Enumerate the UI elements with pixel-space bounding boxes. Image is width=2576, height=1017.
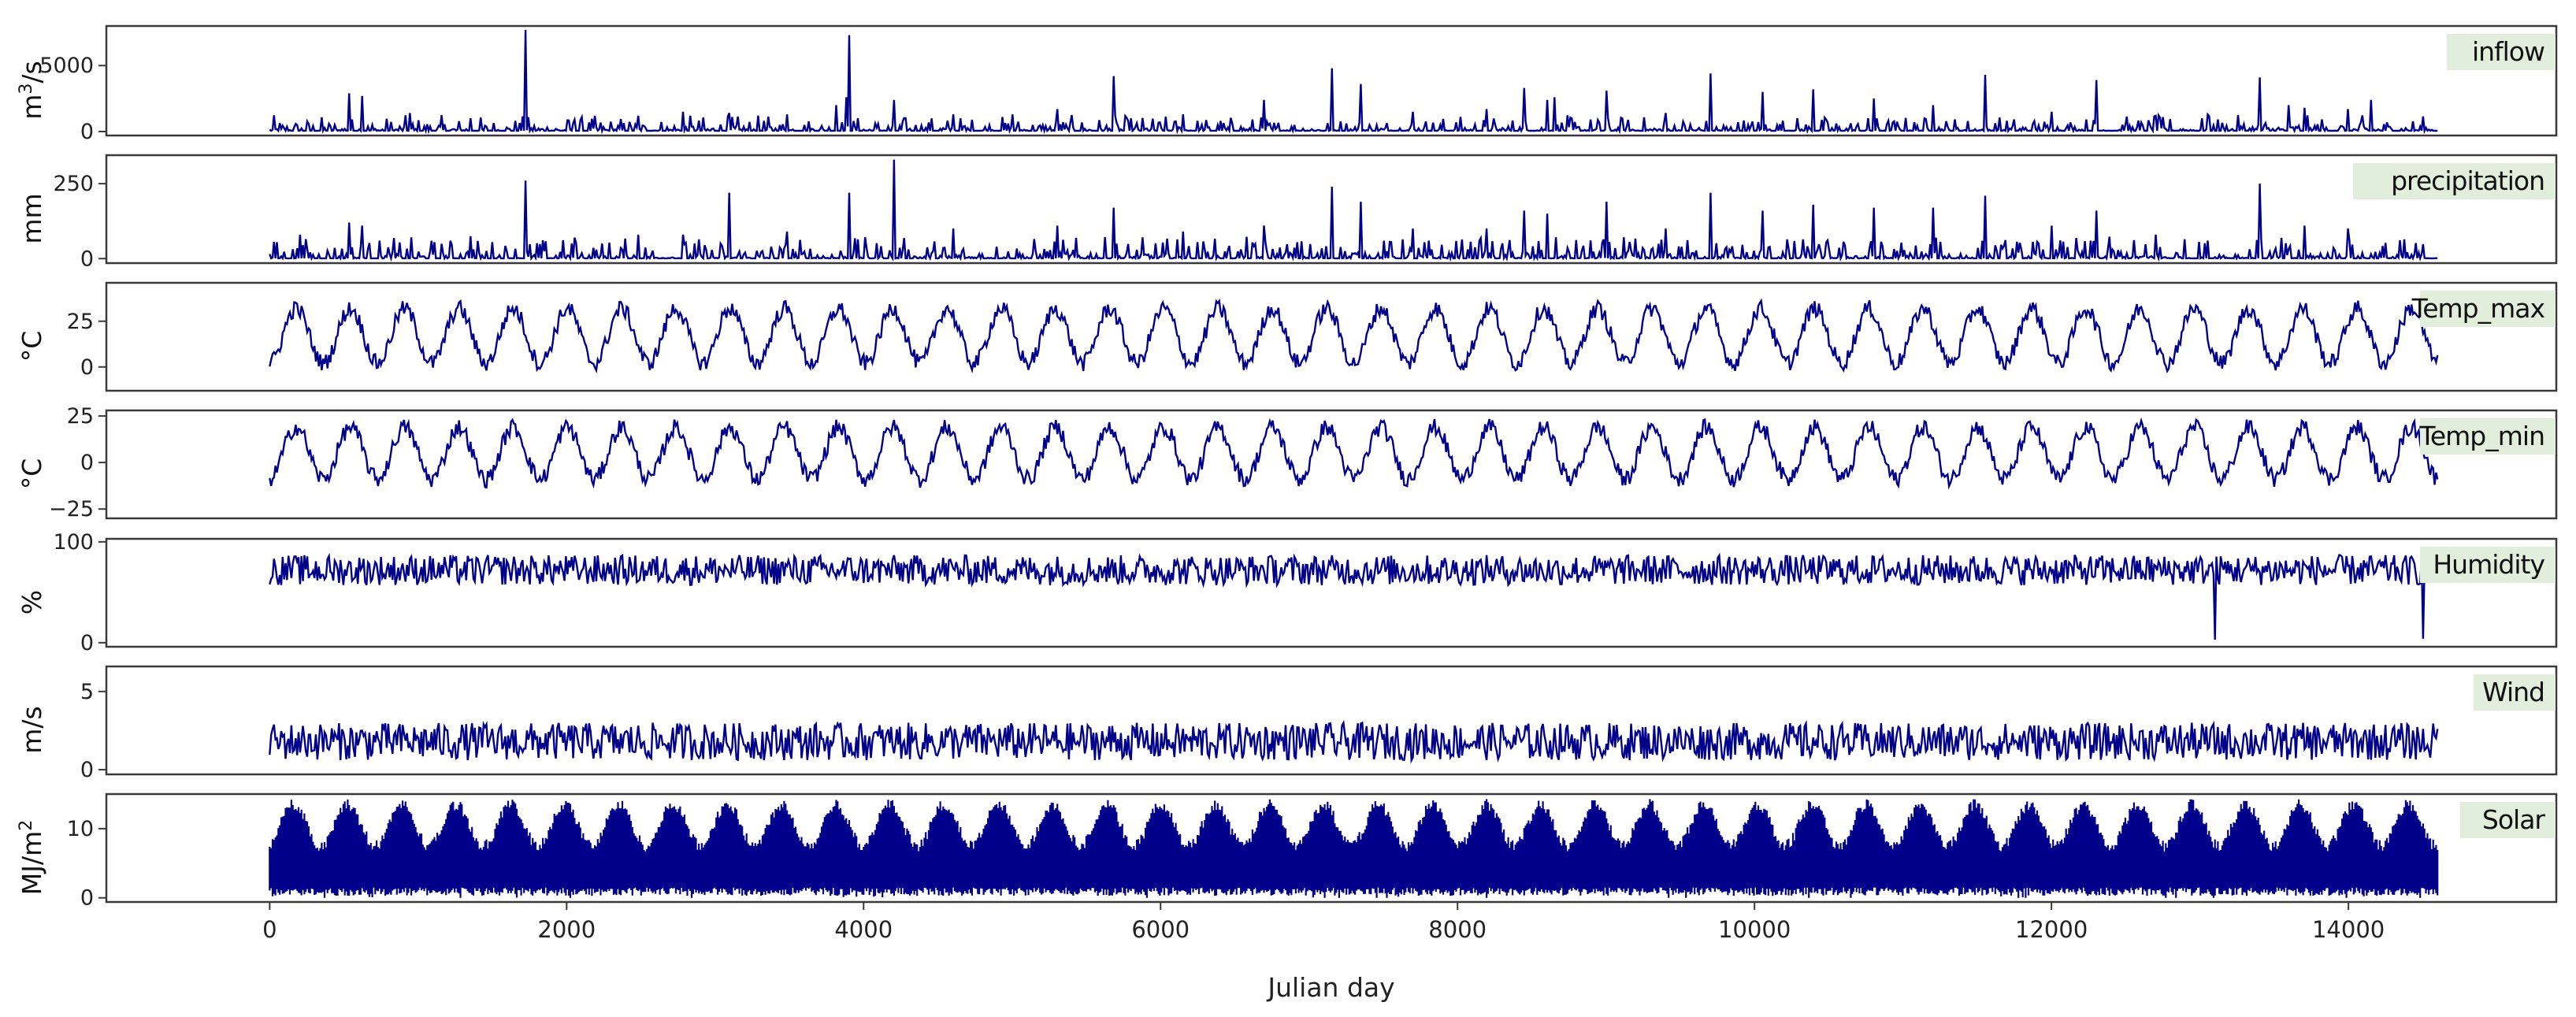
y-tick-label: 0 xyxy=(80,758,94,782)
y-tick-label: −25 xyxy=(49,497,94,521)
x-tick-label: 2000 xyxy=(537,916,596,943)
panel-solar: 0 10 MJ/m2 Solar xyxy=(17,792,2558,911)
y-axis-label: MJ/m2 xyxy=(17,820,48,895)
x-tick-label: 10000 xyxy=(1718,916,1791,943)
y-tick-label: 250 xyxy=(53,172,94,196)
panel-label: Temp_min xyxy=(2418,421,2544,451)
x-tick-label: 0 xyxy=(262,916,277,943)
y-tick-label: 25 xyxy=(67,404,94,429)
panel-frame xyxy=(105,281,2558,392)
panel-label-box xyxy=(2460,802,2556,838)
y-tick-label: 5000 xyxy=(39,54,94,78)
panel-frame xyxy=(105,665,2558,776)
panel-frame xyxy=(105,409,2558,520)
y-tick-label: 10 xyxy=(67,817,94,841)
panel-label: Humidity xyxy=(2433,549,2544,580)
series-line-humidity xyxy=(269,552,2439,640)
panel-label: precipitation xyxy=(2391,165,2544,196)
panel-label: Solar xyxy=(2482,804,2546,835)
series-line-solar xyxy=(269,799,2439,898)
panel-label-box xyxy=(2420,547,2556,583)
x-tick-label: 8000 xyxy=(1428,916,1487,943)
panel-frame xyxy=(105,24,2558,137)
panel-temp_max: 0 25 °C Temp_max xyxy=(17,281,2558,392)
y-tick-label: 0 xyxy=(80,355,94,380)
panel-label-box xyxy=(2353,163,2556,199)
series-line-temp_max xyxy=(269,298,2439,374)
series-line-wind xyxy=(269,719,2439,764)
panel-label-box xyxy=(2447,34,2556,70)
panel-frame xyxy=(105,154,2558,265)
panel-frame xyxy=(105,537,2558,648)
y-tick-label: 25 xyxy=(67,310,94,334)
y-axis-label: mm xyxy=(17,193,47,243)
series-line-temp_min xyxy=(269,417,2439,490)
x-axis-label: Julian day xyxy=(1266,972,1394,1003)
x-tick-label: 4000 xyxy=(834,916,893,943)
y-axis-label: m/s xyxy=(17,706,47,753)
panel-frame xyxy=(105,792,2558,904)
x-tick-label: 6000 xyxy=(1131,916,1190,943)
series-line-precipitation xyxy=(269,159,2438,262)
panel-wind: 0 5 m/s Wind xyxy=(17,665,2558,782)
y-tick-label: 100 xyxy=(53,530,94,555)
x-axis: 0 2000 4000 6000 8000 10000 12000 14000 xyxy=(262,902,2385,943)
panel-temp_min: −25 0 25 °C Temp_min xyxy=(17,404,2558,521)
y-tick-label: 5 xyxy=(80,680,94,704)
y-axis-label: m3/s xyxy=(17,61,48,119)
y-axis-label: % xyxy=(17,590,47,614)
y-axis-label: °C xyxy=(17,331,47,362)
panel-label-box xyxy=(2420,418,2556,455)
panel-label: Temp_max xyxy=(2411,293,2545,324)
y-tick-label: 0 xyxy=(80,120,94,144)
series-line-inflow xyxy=(269,29,2438,135)
panels: 05000m3/sinflow0250mmprecipitation025°CT… xyxy=(17,24,2558,911)
x-tick-label: 14000 xyxy=(2312,916,2385,943)
y-tick-label: 0 xyxy=(80,631,94,655)
panel-label-box xyxy=(2474,674,2556,711)
panel-humidity: 0 100% Humidity xyxy=(17,530,2558,655)
y-tick-label: 0 xyxy=(80,451,94,475)
panel-label: Wind xyxy=(2482,677,2544,707)
y-tick-label: 0 xyxy=(80,247,94,271)
panel-label: inflow xyxy=(2472,36,2544,67)
y-axis-label: °C xyxy=(17,458,47,490)
x-tick-label: 12000 xyxy=(2015,916,2088,943)
panel-label-box xyxy=(2420,291,2556,327)
y-tick-label: 0 xyxy=(80,886,94,911)
